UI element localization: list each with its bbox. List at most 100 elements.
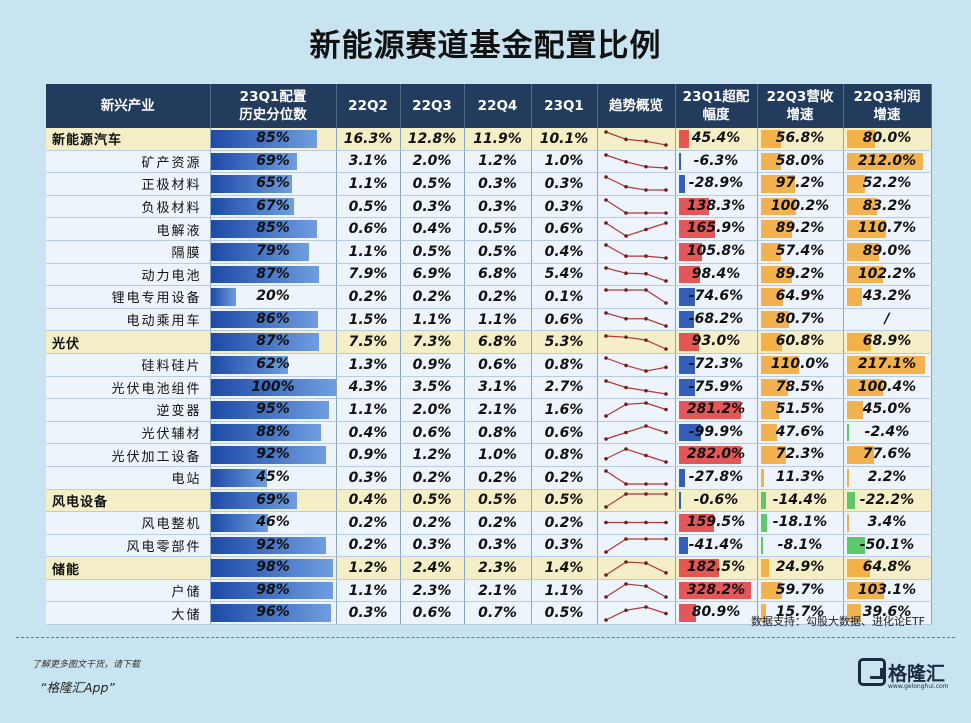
percentile-bar (210, 310, 318, 329)
revenue-growth-bar (760, 514, 767, 532)
sparkline-point (603, 333, 608, 338)
profit-growth-value: -50.1% (859, 536, 915, 553)
percentile-value: 85% (256, 130, 290, 146)
sparkline-point (663, 324, 668, 328)
sparkline-point (663, 365, 668, 370)
trend-sparkline (603, 521, 668, 525)
trend-sparkline-cell (597, 443, 676, 467)
trend-sparkline-cell (597, 285, 676, 309)
profit-growth-value: 110.7% (857, 220, 917, 237)
quarter-weight: 6.8% (464, 263, 532, 287)
sparkline-point (623, 317, 628, 321)
quarter-weight: 1.1% (531, 579, 598, 603)
overweight-bar (678, 242, 702, 261)
profit-growth-bar (846, 175, 866, 193)
percentile-value: 85% (256, 220, 290, 237)
profit-growth-cell: 89.0% (843, 240, 932, 264)
sparkline-point (643, 227, 648, 231)
profit-growth-value: 102.2% (857, 265, 917, 282)
quarter-weight: 0.8% (464, 421, 532, 445)
profit-growth-cell: 45.0% (843, 398, 932, 422)
percentile-bar (210, 446, 326, 464)
sparkline-point (663, 392, 668, 396)
trend-sparkline-cell (597, 330, 676, 354)
sparkline-point (603, 595, 608, 599)
profit-growth-cell: -50.1% (843, 534, 932, 558)
revenue-growth-value: 58.0% (775, 152, 825, 169)
overweight-cell: 281.2% (675, 398, 758, 422)
overweight-bar (678, 514, 714, 532)
overweight-bar (678, 265, 701, 284)
revenue-growth-bar (760, 265, 792, 284)
overweight-cell: -28.9% (675, 172, 758, 196)
trend-sparkline-cell (597, 556, 676, 580)
allocation-table: 新兴产业 23Q1配置 历史分位数 22Q2 22Q3 22Q4 23Q1 趋势概览 23Q1超… (46, 84, 932, 626)
percentile-cell: 87% (210, 330, 337, 354)
revenue-growth-cell: 60.8% (757, 330, 844, 354)
sparkline-point (663, 430, 668, 435)
sparkline-line (605, 267, 666, 282)
quarter-weight: 0.9% (336, 443, 401, 467)
overweight-bar (678, 130, 689, 148)
percentile-bar (210, 265, 320, 284)
sparkline-line (605, 131, 666, 146)
revenue-growth-cell: 11.3% (757, 466, 844, 490)
table-row: 风电设备 69% 0.4% 0.5% 0.5% 0.5% -0.6% -14.4% -22.2% (46, 489, 932, 513)
revenue-growth-value: 15.7% (775, 604, 825, 621)
percentile-cell: 45% (210, 466, 337, 490)
trend-sparkline-cell (597, 150, 676, 174)
percentile-bar (210, 288, 236, 306)
overweight-bar (678, 604, 697, 623)
trend-sparkline-cell (597, 240, 676, 264)
profit-growth-value: -22.2% (859, 491, 915, 508)
industry-name: 电解液 (46, 217, 211, 241)
trend-sparkline (603, 356, 668, 374)
percentile-cell: 95% (210, 398, 337, 422)
quarter-weight: 0.3% (531, 195, 598, 219)
percentile-cell: 67% (210, 195, 337, 219)
overweight-cell: -0.6% (675, 489, 758, 513)
table-row: 光伏加工设备 92% 0.9% 1.2% 1.0% 0.8% 282.0% 72.3% 77.6… (46, 443, 932, 467)
quarter-weight: 2.7% (531, 376, 598, 400)
profit-growth-bar (846, 130, 876, 148)
quarter-weight: 0.6% (400, 421, 465, 445)
profit-growth-bar (846, 536, 865, 555)
overweight-bar (678, 401, 741, 419)
source-note: 数据支持：勾股大数据、进化论ETF (751, 615, 925, 628)
trend-sparkline (603, 424, 668, 441)
percentile-value: 88% (256, 423, 290, 440)
industry-name: 锂电专用设备 (46, 285, 211, 309)
sparkline-point (663, 166, 668, 170)
percentile-bar (210, 401, 330, 419)
overweight-bar (678, 220, 716, 238)
footer-divider (16, 637, 955, 638)
profit-growth-cell: 110.7% (843, 217, 932, 241)
revenue-growth-cell: 100.2% (757, 195, 844, 219)
trend-sparkline-cell (597, 579, 676, 603)
revenue-growth-value: 51.5% (775, 401, 825, 418)
revenue-growth-cell: 59.7% (757, 579, 844, 603)
footer-note: 了解更多图文干货，请下载 (32, 660, 141, 670)
profit-growth-bar (846, 378, 883, 397)
quarter-weight: 0.2% (400, 511, 465, 535)
percentile-bar (210, 423, 321, 442)
revenue-growth-cell: 78.5% (757, 376, 844, 400)
percentile-value: 45% (256, 468, 290, 485)
column-header: 23Q1配置 历史分位数 (210, 84, 337, 128)
overweight-bar (678, 559, 720, 577)
table-body: 新能源汽车 85% 16.3% 12.8% 11.9% 10.1% 45.4% 56.8% 80… (46, 128, 932, 626)
profit-growth-bar (846, 423, 850, 442)
percentile-cell: 96% (210, 601, 337, 626)
profit-growth-cell: 212.0% (843, 150, 932, 174)
quarter-weight: 0.5% (400, 240, 465, 264)
trend-sparkline-cell (597, 263, 676, 287)
profit-growth-cell: 39.6% (843, 601, 932, 626)
overweight-value: 159.5% (686, 514, 746, 531)
percentile-bar (210, 175, 292, 193)
overweight-value: -6.3% (693, 152, 739, 169)
profit-growth-value: 52.2% (862, 175, 912, 192)
quarter-weight: 0.6% (400, 601, 465, 626)
quarter-weight: 7.9% (336, 263, 401, 287)
quarter-weight: 0.5% (400, 172, 465, 196)
sparkline-point (643, 401, 648, 406)
